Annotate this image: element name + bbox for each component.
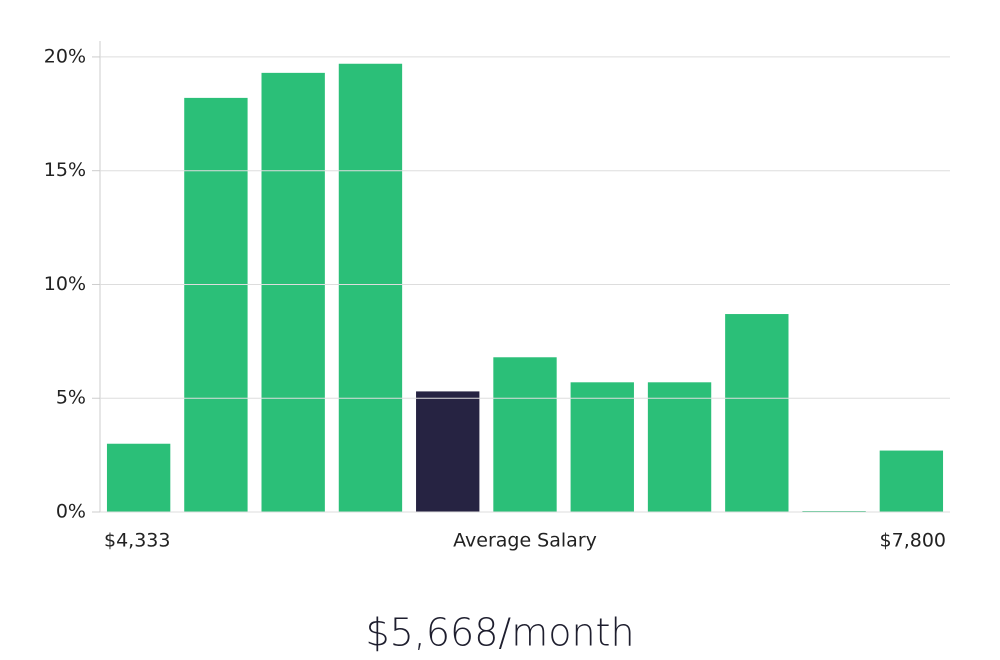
bar <box>338 63 403 512</box>
y-tick-label: 5% <box>56 387 86 409</box>
bar <box>493 357 557 512</box>
bar <box>106 443 171 512</box>
x-max-label: $7,800 <box>880 530 946 552</box>
bar <box>725 314 789 512</box>
y-tick-label: 15% <box>44 159 86 181</box>
bar <box>647 382 712 512</box>
y-tick-label: 20% <box>44 45 86 67</box>
annotation: $5,668/month <box>365 611 634 655</box>
bar <box>879 450 944 512</box>
bar <box>570 382 634 512</box>
bar <box>416 391 480 512</box>
bar <box>184 97 248 512</box>
y-tick-label: 10% <box>44 273 86 295</box>
x-axis-label: Average Salary <box>453 530 597 552</box>
x-min-label: $4,333 <box>104 530 170 552</box>
y-tick-label: 0% <box>56 501 86 523</box>
bar <box>261 72 325 512</box>
